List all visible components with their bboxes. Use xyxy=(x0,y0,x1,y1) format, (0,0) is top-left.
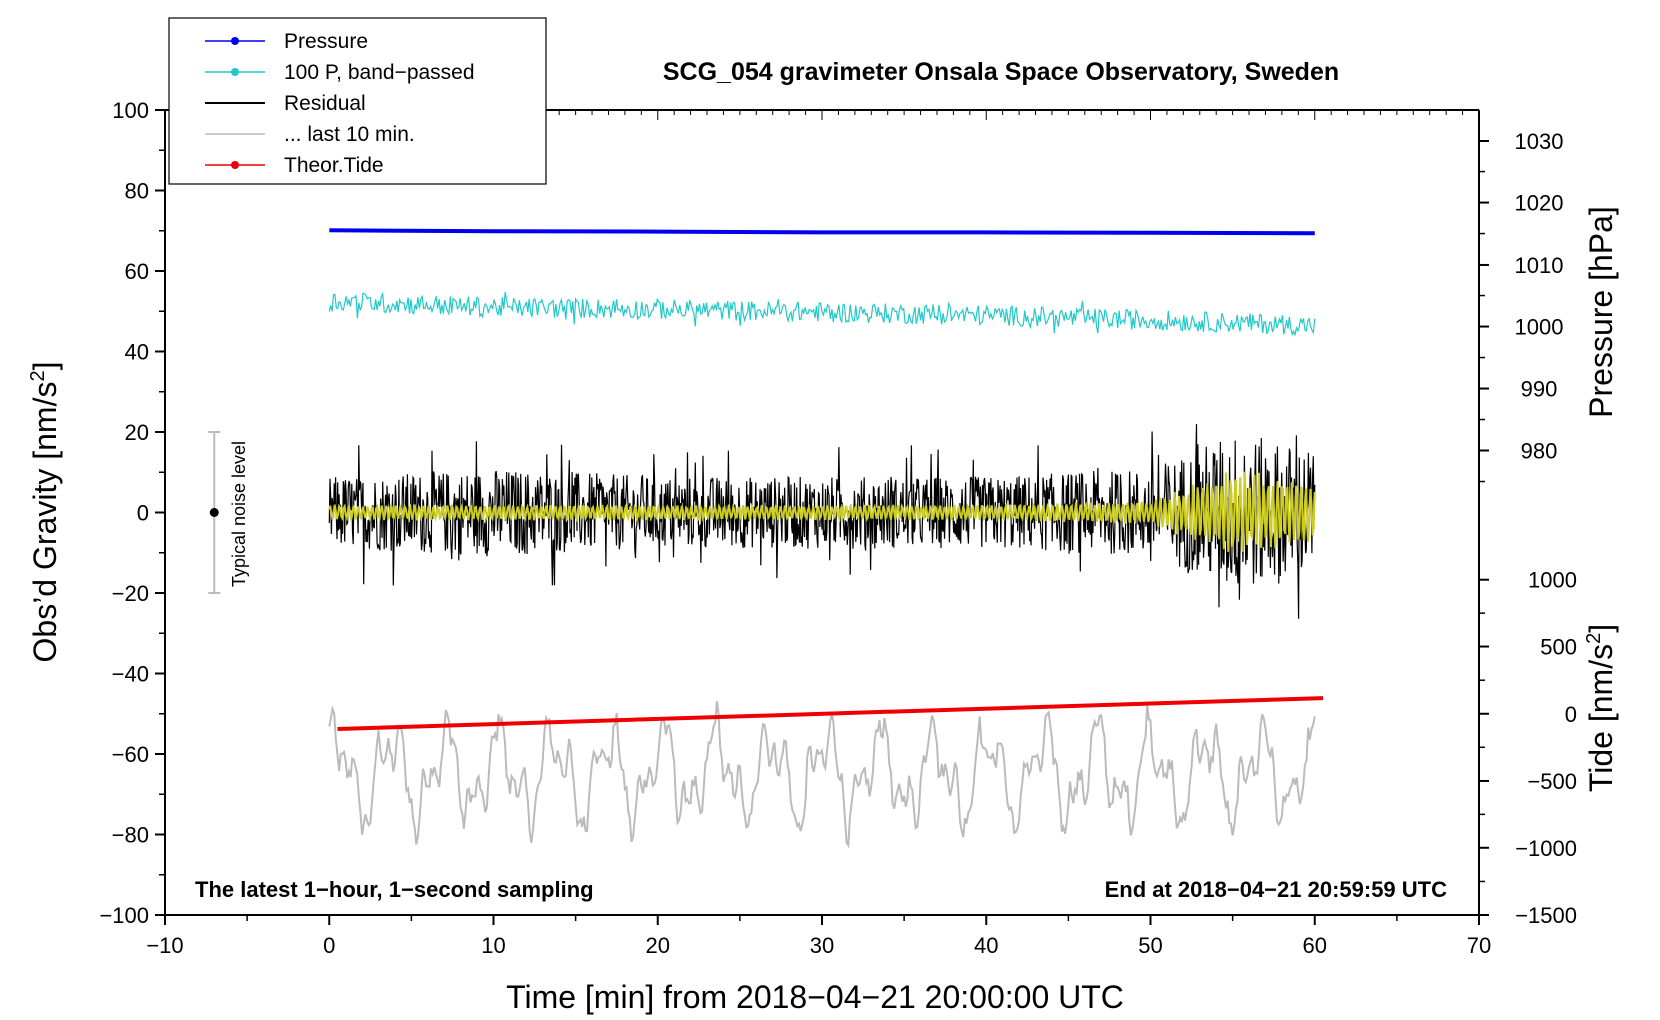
y-axis-title-tide-sup: 2 xyxy=(1583,633,1605,644)
legend-label: Residual xyxy=(284,92,366,115)
y-tick-label: 0 xyxy=(137,501,149,526)
pressure-tick-label: 1010 xyxy=(1515,253,1564,278)
y-tick-label: −60 xyxy=(112,742,149,767)
pressure-tick-label: 1000 xyxy=(1515,315,1564,340)
tide-tick-label: 1000 xyxy=(1528,568,1577,593)
legend-label: ... last 10 min. xyxy=(284,123,415,146)
y-axis-title-tide-suffix: ] xyxy=(1583,624,1619,633)
legend: Pressure 100 P, band−passed Residual ... la… xyxy=(168,17,547,185)
tide-tick-label: 0 xyxy=(1565,702,1577,727)
y-axis-title-gravity: Obs’d Gravity [nm/s2] xyxy=(27,362,63,663)
x-tick-label: −10 xyxy=(146,933,183,958)
pressure-tick-label: 1030 xyxy=(1515,129,1564,154)
series-residual xyxy=(328,424,1316,619)
legend-label: Pressure xyxy=(284,30,368,53)
x-axis-title: Time [min] from 2018−04−21 20:00:00 UTC xyxy=(506,979,1124,1015)
y-axis-title-pressure: Pressure [hPa] xyxy=(1583,206,1619,418)
y-tick-label: 20 xyxy=(125,420,149,445)
series-layer xyxy=(328,228,1324,849)
y-tick-label: 80 xyxy=(125,179,149,204)
y-axis-title-gravity-suffix: ] xyxy=(27,362,63,371)
series-pressure xyxy=(329,228,1315,236)
typical-noise-bar xyxy=(208,431,221,594)
series-residual-smoothed xyxy=(328,471,1316,552)
x-tick-label: 40 xyxy=(974,933,998,958)
y-axis-title-tide-main: Tide [nm/s xyxy=(1583,644,1619,792)
series-theor-tide xyxy=(337,696,1324,731)
legend-marker xyxy=(231,161,239,169)
tide-tick-label: −1000 xyxy=(1515,836,1577,861)
y-axis-title-tide: Tide [nm/s2] xyxy=(1583,624,1619,792)
series-band-passed-pressure xyxy=(328,291,1316,337)
pressure-tick-label: 990 xyxy=(1521,377,1558,402)
tide-tick-label: 500 xyxy=(1540,635,1577,660)
pressure-tick-label: 1020 xyxy=(1515,191,1564,216)
y-tick-label: 40 xyxy=(125,340,149,365)
y-axis-title-gravity-main: Obs’d Gravity [nm/s xyxy=(27,382,63,663)
y-axis-pressure: 1030 1020 1010 1000 990 980 xyxy=(1479,129,1564,483)
x-tick-label: 10 xyxy=(481,933,505,958)
y-tick-label: −20 xyxy=(112,581,149,606)
y-tick-label: −80 xyxy=(112,823,149,848)
y-tick-label: −100 xyxy=(99,903,149,928)
tide-tick-label: −1500 xyxy=(1515,903,1577,928)
y-axis-gravity: 100 80 60 40 20 0 −20 −40 −60 −80 −100 xyxy=(99,98,165,928)
x-tick-label: 20 xyxy=(646,933,670,958)
legend-label: 100 P, band−passed xyxy=(284,61,475,84)
y-axis-tide: 1000 500 0 −500 −1000 −1500 xyxy=(1479,568,1577,928)
y-tick-label: 100 xyxy=(112,98,149,123)
x-axis: −10 0 10 20 30 40 50 60 70 xyxy=(146,915,1491,958)
note-left: The latest 1−hour, 1−second sampling xyxy=(195,877,594,902)
legend-label: Theor.Tide xyxy=(284,154,384,177)
series-last-10-min xyxy=(328,701,1316,849)
noise-label: Typical noise level xyxy=(229,441,249,587)
x-tick-label: 30 xyxy=(810,933,834,958)
y-tick-label: 60 xyxy=(125,259,149,284)
y-tick-label: −40 xyxy=(112,662,149,687)
legend-box xyxy=(168,17,547,185)
note-right: End at 2018−04−21 20:59:59 UTC xyxy=(1105,877,1448,902)
x-tick-label: 0 xyxy=(323,933,335,958)
legend-marker xyxy=(231,37,239,45)
pressure-tick-label: 980 xyxy=(1521,439,1558,464)
y-axis-title-gravity-sup: 2 xyxy=(27,370,49,381)
x-tick-label: 50 xyxy=(1138,933,1162,958)
x-tick-label: 70 xyxy=(1467,933,1491,958)
tide-tick-label: −500 xyxy=(1527,769,1577,794)
chart-title: SCG_054 gravimeter Onsala Space Observat… xyxy=(663,58,1339,86)
noise-bar-center-dot xyxy=(209,508,219,517)
legend-marker xyxy=(231,68,239,76)
x-tick-label: 60 xyxy=(1303,933,1327,958)
